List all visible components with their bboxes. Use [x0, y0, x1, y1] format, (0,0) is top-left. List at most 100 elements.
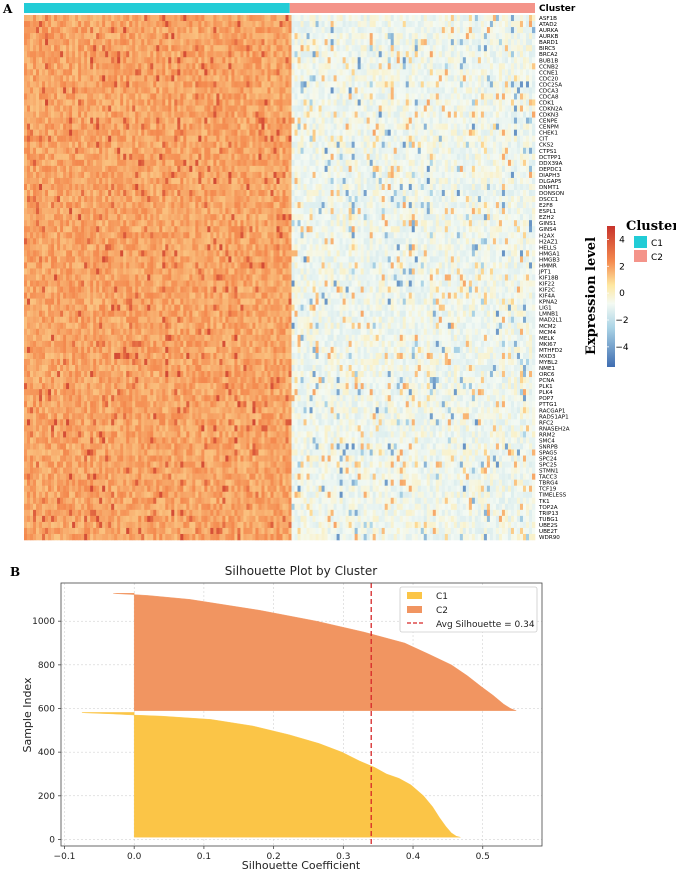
heatmap-cell [60, 99, 64, 106]
heatmap-cell [72, 226, 76, 233]
heatmap-cell [54, 99, 58, 106]
heatmap-cell [180, 340, 184, 348]
heatmap-cell [147, 467, 151, 474]
heatmap-cell [183, 111, 187, 118]
heatmap-cell [27, 129, 31, 136]
heatmap-cell [168, 63, 172, 70]
heatmap-cell [45, 346, 49, 354]
heatmap-cell [135, 39, 139, 46]
heatmap-cell [186, 455, 190, 462]
heatmap-cell [150, 129, 154, 136]
heatmap-cell [132, 485, 136, 493]
heatmap-cell [93, 268, 97, 275]
heatmap-cell [60, 533, 64, 541]
heatmap-cell [66, 371, 70, 378]
heatmap-cell [192, 346, 196, 354]
heatmap-cell [105, 389, 109, 396]
heatmap-cell [75, 334, 79, 342]
heatmap-cell [165, 298, 169, 305]
heatmap-cell [84, 256, 88, 263]
heatmap-cell [189, 437, 193, 444]
heatmap-cell [141, 431, 145, 438]
heatmap-cell [36, 425, 40, 432]
heatmap-cell [72, 141, 76, 149]
heatmap-cell [102, 395, 106, 402]
heatmap-cell [78, 298, 82, 305]
heatmap-cell [153, 479, 157, 486]
heatmap-cell [111, 491, 115, 499]
heatmap-cell [27, 358, 31, 366]
heatmap-cell [57, 99, 61, 106]
heatmap-cell [90, 208, 94, 215]
heatmap-cell [63, 407, 67, 414]
heatmap-cell [60, 407, 64, 414]
heatmap-cell [51, 250, 55, 257]
heatmap-cell [117, 298, 121, 305]
heatmap-cell [69, 141, 73, 149]
heatmap-cell [81, 111, 85, 118]
heatmap-cell [135, 316, 139, 324]
heatmap-cell [33, 358, 37, 366]
heatmap-cell [117, 485, 121, 493]
heatmap-cell [156, 491, 160, 499]
heatmap-cell [171, 196, 175, 203]
heatmap-cell [42, 395, 46, 402]
heatmap-cell [105, 371, 109, 378]
heatmap-cell [168, 322, 172, 330]
heatmap-cell [84, 99, 88, 106]
heatmap-cell [36, 328, 40, 336]
heatmap-cell [42, 226, 46, 233]
heatmap-cell [24, 413, 28, 420]
heatmap-cell [189, 274, 193, 281]
heatmap-cell [87, 352, 91, 360]
heatmap-cell [141, 256, 145, 263]
heatmap-cell [51, 497, 55, 505]
heatmap-cell [126, 268, 130, 275]
heatmap-cell [99, 81, 103, 88]
heatmap-cell [165, 467, 169, 474]
heatmap-cell [162, 455, 166, 462]
heatmap-cell [153, 21, 157, 28]
heatmap-cell [90, 177, 94, 185]
heatmap-cell [165, 274, 169, 281]
heatmap-cell [183, 129, 187, 136]
heatmap-cell [174, 196, 178, 203]
heatmap-cell [63, 69, 67, 76]
heatmap-cell [57, 220, 61, 227]
heatmap-cell [132, 425, 136, 432]
heatmap-cell [192, 304, 196, 311]
heatmap-cell [33, 527, 37, 535]
heatmap-cell [51, 533, 55, 541]
heatmap-cell [57, 521, 61, 529]
heatmap-cell [132, 521, 136, 529]
heatmap-cell [108, 533, 112, 541]
heatmap-cell [81, 93, 85, 100]
heatmap-cell [45, 527, 49, 535]
heatmap-cell [102, 334, 106, 342]
heatmap-cell [72, 437, 76, 444]
heatmap-cell [84, 238, 88, 245]
heatmap-cell [84, 352, 88, 360]
heatmap-cell [150, 165, 154, 173]
heatmap-cell [132, 190, 136, 197]
heatmap-cell [147, 371, 151, 378]
heatmap-cell [99, 521, 103, 529]
heatmap-cell [168, 45, 172, 52]
heatmap-cell [117, 238, 121, 245]
heatmap-cell [108, 304, 112, 311]
heatmap-cell [87, 292, 91, 299]
heatmap-cell [153, 153, 157, 161]
heatmap-cell [159, 141, 163, 149]
heatmap-cell [192, 183, 196, 191]
heatmap-cell [156, 39, 160, 46]
heatmap-cell [132, 238, 136, 245]
heatmap-cell [132, 443, 136, 450]
heatmap-cell [144, 449, 148, 456]
heatmap-cell [96, 226, 100, 233]
heatmap-cell [132, 45, 136, 52]
heatmap-cell [57, 340, 61, 348]
heatmap-cell [171, 165, 175, 173]
heatmap-cell [150, 274, 154, 281]
heatmap-cell [60, 69, 64, 76]
heatmap-cell [186, 87, 190, 94]
